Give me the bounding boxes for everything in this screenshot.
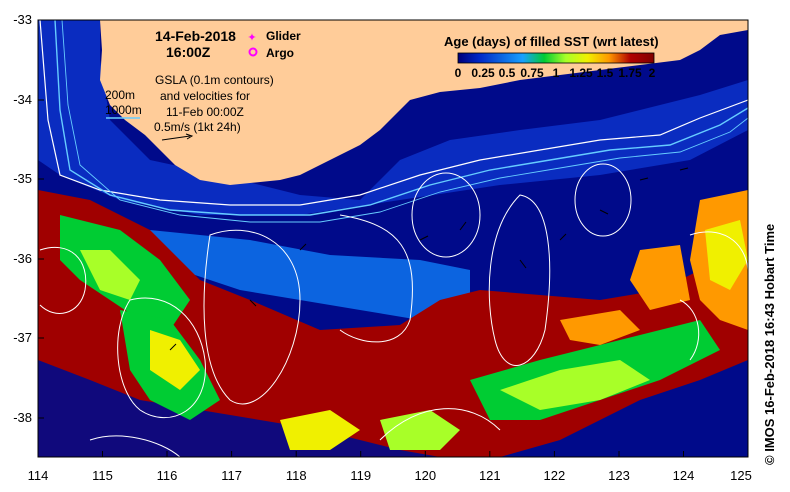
argo-label: Argo [266, 46, 294, 60]
gsla-contour-11 [89, 435, 181, 457]
isobath-deep-line [61, 20, 748, 223]
isobath-200m-line [39, 20, 748, 206]
lime-patch-3 [380, 410, 460, 450]
y-tick-label: -34 [13, 92, 32, 107]
x-tick-label: 122 [544, 468, 566, 483]
x-tick-label: 121 [479, 468, 501, 483]
y-tick-label: -38 [13, 410, 32, 425]
yellow-patch-east [705, 220, 748, 290]
gsla-eddy-1 [411, 172, 481, 258]
colorbar-gradient [457, 52, 655, 64]
gsla-eddy-7 [39, 246, 87, 314]
yellow-patch-2 [280, 410, 360, 450]
gsla-contour-8 [689, 231, 748, 271]
gsla-contour-4 [339, 214, 413, 343]
colorbar-tick: 2 [649, 66, 656, 80]
isobath-1000m-label: 1000m [105, 103, 142, 117]
mid-age-region [150, 230, 470, 320]
colorbar-tick: 0.5 [499, 66, 516, 80]
orange-patch-2 [630, 245, 690, 310]
gsla-note-line1: GSLA (0.1m contours) [155, 73, 274, 87]
glider-label: Glider [266, 29, 301, 43]
y-axis: -33 -34 -35 -36 -37 -38 [13, 12, 44, 425]
x-tick-label: 119 [350, 468, 371, 483]
gsla-note-line2: and velocities for [160, 89, 250, 103]
map-date: 14-Feb-2018 [155, 28, 236, 44]
y-tick-label: -33 [13, 12, 32, 27]
x-tick-label: 123 [608, 468, 630, 483]
x-axis: 114 115 116 117 118 119 120 121 122 123 … [28, 451, 752, 483]
argo-circle-icon [248, 47, 258, 57]
plot-frame [37, 19, 749, 458]
x-tick-label: 114 [28, 468, 49, 483]
velocity-scale-arrow-icon [161, 135, 191, 141]
x-tick-label: 124 [673, 468, 695, 483]
glider-star-icon: ✦ [247, 32, 256, 44]
velocity-arrows [169, 167, 689, 351]
colorbar-tick: 0.75 [520, 66, 544, 80]
map-plot-area [38, 20, 748, 457]
x-tick-label: 118 [286, 468, 307, 483]
x-tick-label: 120 [414, 468, 436, 483]
colorbar-title: Age (days) of filled SST (wrt latest) [444, 34, 659, 49]
map-time: 16:00Z [166, 44, 211, 60]
gsla-contour-9 [679, 299, 700, 361]
orange-patch-3 [560, 310, 640, 345]
colorbar-tick: 1.25 [569, 66, 593, 80]
gsla-eddy-5 [203, 229, 301, 405]
x-tick-label: 115 [92, 468, 113, 483]
lime-patch-2 [500, 360, 650, 410]
colorbar-tick: 1 [553, 66, 560, 80]
x-tick-label: 116 [157, 468, 178, 483]
colorbar-tick: 1.75 [618, 66, 642, 80]
isobath-200m-label: 200m [105, 88, 135, 102]
gsla-note-line3: 11-Feb 00:00Z [166, 105, 244, 119]
colorbar-tick: 0.25 [471, 66, 495, 80]
colorbar-tick: 1.5 [597, 66, 614, 80]
lime-patch-1 [80, 250, 140, 300]
imos-credit: © IMOS 16-Feb-2018 16:43 Hobart Time [762, 223, 777, 465]
isobath-1000m-line [54, 20, 748, 216]
y-tick-label: -37 [13, 330, 32, 345]
y-tick-label: -35 [13, 171, 32, 186]
gsla-eddy-2 [574, 163, 632, 237]
x-tick-label: 125 [730, 468, 752, 483]
colorbar-tick: 0 [455, 66, 462, 80]
gsla-note-line4: 0.5m/s (1kt 24h) [154, 120, 241, 134]
gsla-eddy-6 [117, 297, 206, 419]
yellow-patch-1 [150, 330, 200, 390]
deep-water-south [38, 360, 440, 457]
gsla-contour-10 [379, 408, 501, 441]
y-tick-label: -36 [13, 251, 32, 266]
gsla-eddy-3 [488, 194, 551, 366]
x-tick-label: 117 [221, 468, 242, 483]
gsla-contours [39, 163, 748, 457]
